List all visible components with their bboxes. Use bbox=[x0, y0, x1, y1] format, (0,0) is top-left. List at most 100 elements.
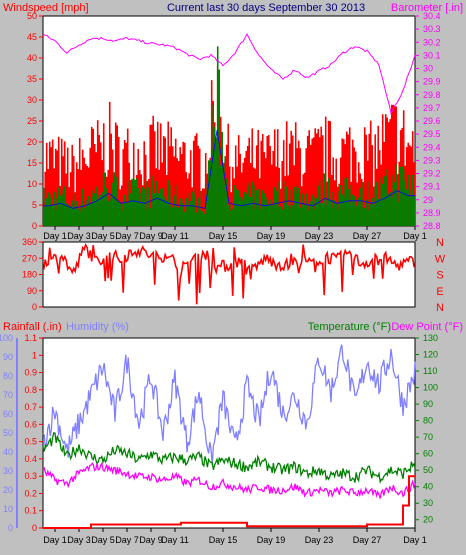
rainfall-line bbox=[43, 475, 415, 529]
temperature-tick-label: 50 bbox=[423, 465, 433, 475]
humidity-tick-label: 80 bbox=[3, 371, 13, 381]
dew-point-axis-title: Dew Point (°F) bbox=[391, 321, 463, 333]
rainfall-tick-label: 0.3 bbox=[24, 471, 37, 481]
windspeed-tick-label: 30 bbox=[27, 95, 37, 105]
wind-x-tick-label: Day 3 bbox=[67, 231, 91, 241]
barometer-tick-label: 30.3 bbox=[423, 24, 441, 34]
temperature-x-tick-label: Day 7 bbox=[115, 535, 139, 545]
barometer-tick-label: 29.2 bbox=[423, 169, 441, 179]
temperature-ticks: 20 30 40 50 60 70 80 90 100 110 120 130 bbox=[415, 333, 438, 525]
temperature-tick-label: 60 bbox=[423, 449, 433, 459]
direction-plot-area bbox=[42, 241, 416, 308]
direction-tick-label: 360 bbox=[22, 237, 37, 247]
temperature-x-tick-label: Day 15 bbox=[209, 535, 238, 545]
rainfall-tick-label: 0 bbox=[32, 523, 37, 533]
wind-x-tick-label: Day 19 bbox=[257, 231, 286, 241]
windspeed-axis-title: Windspeed [mph] bbox=[3, 2, 89, 14]
windspeed-tick-label: 20 bbox=[27, 137, 37, 147]
wind-x-tick-label: Day 1 bbox=[43, 231, 67, 241]
temperature-tick-label: 80 bbox=[423, 416, 433, 426]
wind-x-tick-label: Day 11 bbox=[161, 231, 189, 241]
rainfall-axis-title: Rainfall (.in) bbox=[3, 321, 62, 333]
wind-barometer-chart: Windspeed [mph] Current last 30 days Sep… bbox=[3, 2, 463, 241]
temperature-x-tick-label: Day 23 bbox=[305, 535, 334, 545]
temperature-tick-label: 120 bbox=[423, 350, 438, 360]
direction-ticks: 360 270 180 90 0 bbox=[22, 237, 43, 312]
rainfall-tick-label: 0.4 bbox=[24, 454, 37, 464]
temperature-x-tick-label: Day 11 bbox=[161, 535, 189, 545]
rainfall-tick-label: 0.2 bbox=[24, 488, 37, 498]
barometer-tick-label: 30.4 bbox=[423, 11, 441, 21]
windspeed-tick-label: 45 bbox=[27, 32, 37, 42]
rainfall-tick-label: 0.8 bbox=[24, 385, 37, 395]
chart-title: Current last 30 days September 30 2013 bbox=[167, 2, 365, 14]
temperature-tick-label: 130 bbox=[423, 333, 438, 343]
humidity-tick-label: 10 bbox=[3, 504, 13, 514]
temperature-x-tick-label: Day 1 bbox=[43, 535, 67, 545]
temperature-tick-label: 90 bbox=[423, 399, 433, 409]
temperature-humidity-chart: Rainfall (.in) Humidity (%) Temperature … bbox=[0, 321, 463, 545]
barometer-tick-label: 29.1 bbox=[423, 182, 441, 192]
barometer-tick-label: 29 bbox=[423, 195, 433, 205]
wind-x-tick-label: Day 23 bbox=[305, 231, 334, 241]
windspeed-tick-label: 35 bbox=[27, 74, 37, 84]
humidity-tick-label: 90 bbox=[3, 352, 13, 362]
barometer-tick-label: 30.1 bbox=[423, 50, 441, 60]
barometer-tick-label: 30 bbox=[423, 64, 433, 74]
temperature-axis-title: Temperature (°F) bbox=[308, 321, 391, 333]
rainfall-tick-label: 0.7 bbox=[24, 402, 37, 412]
rainfall-tick-label: 1 bbox=[32, 350, 37, 360]
humidity-tick-label: 60 bbox=[3, 409, 13, 419]
humidity-tick-label: 50 bbox=[3, 428, 13, 438]
direction-tick-label: 270 bbox=[22, 253, 37, 263]
compass-label: N bbox=[436, 302, 444, 314]
humidity-tick-label: 40 bbox=[3, 447, 13, 457]
compass-label: E bbox=[436, 286, 443, 298]
barometer-tick-label: 29.5 bbox=[423, 129, 441, 139]
temperature-x-tick-label: Day 5 bbox=[91, 535, 115, 545]
compass-label: N bbox=[436, 237, 444, 249]
wind-x-tick-label: Day 9 bbox=[139, 231, 163, 241]
wind-x-tick-label: Day 27 bbox=[353, 231, 382, 241]
windspeed-tick-label: 25 bbox=[27, 116, 37, 126]
barometer-ticks: 28.8 28.9 29 29.1 29.2 29.3 29.4 29.5 29.6 29.7 29… bbox=[415, 11, 441, 231]
humidity-tick-label: 100 bbox=[0, 333, 13, 343]
windspeed-tick-label: 15 bbox=[27, 158, 37, 168]
barometer-tick-label: 29.8 bbox=[423, 90, 441, 100]
dew-point-line bbox=[42, 461, 416, 499]
temperature-tick-label: 110 bbox=[423, 366, 437, 376]
wind-series bbox=[42, 33, 416, 226]
humidity-axis-title: Humidity (%) bbox=[66, 321, 129, 333]
wind-x-tick-label: Day 15 bbox=[209, 231, 238, 241]
humidity-tick-label: 0 bbox=[8, 523, 13, 533]
barometer-tick-label: 30.2 bbox=[423, 37, 441, 47]
barometer-tick-label: 29.3 bbox=[423, 155, 441, 165]
direction-tick-label: 90 bbox=[27, 286, 37, 296]
rainfall-tick-label: 0.5 bbox=[24, 437, 37, 447]
temperature-x-tick-label: Day 9 bbox=[139, 535, 163, 545]
wind-x-tick-label: Day 7 bbox=[115, 231, 139, 241]
barometer-line bbox=[42, 33, 416, 115]
temperature-tick-label: 30 bbox=[423, 498, 433, 508]
average-windspeed-line bbox=[43, 130, 415, 209]
windspeed-tick-label: 0 bbox=[32, 221, 37, 231]
direction-tick-label: 0 bbox=[32, 302, 37, 312]
temperature-tick-label: 40 bbox=[423, 482, 433, 492]
wind-x-tick-label: Day 1 bbox=[403, 231, 427, 241]
temperature-line bbox=[42, 432, 416, 484]
barometer-tick-label: 29.7 bbox=[423, 103, 441, 113]
rainfall-tick-label: 0.1 bbox=[24, 506, 37, 516]
wind-x-tick-label: Day 5 bbox=[91, 231, 115, 241]
barometer-tick-label: 28.8 bbox=[423, 221, 441, 231]
humidity-tick-label: 70 bbox=[3, 390, 13, 400]
temperature-series bbox=[42, 344, 416, 529]
windspeed-tick-label: 50 bbox=[27, 11, 37, 21]
barometer-tick-label: 29.9 bbox=[423, 77, 441, 87]
rainfall-tick-label: 0.9 bbox=[24, 368, 37, 378]
temperature-tick-label: 70 bbox=[423, 432, 433, 442]
